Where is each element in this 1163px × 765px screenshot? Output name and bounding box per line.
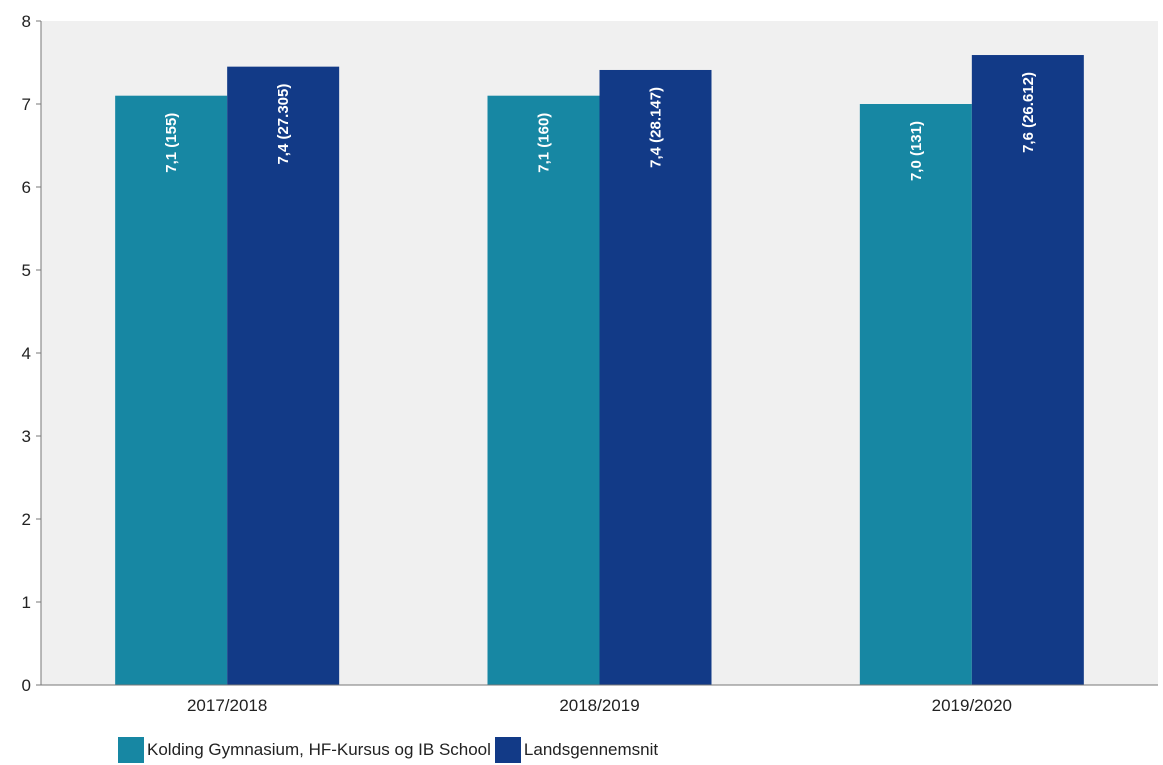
bar-national-0 — [227, 66, 340, 685]
x-tick-label: 2018/2019 — [559, 696, 639, 715]
x-tick-label: 2019/2020 — [932, 696, 1012, 715]
legend-swatch-national — [494, 737, 521, 763]
y-tick-label: 1 — [22, 593, 31, 612]
bar-data-label: 7,0 (131) — [908, 121, 925, 181]
y-tick-label: 2 — [22, 510, 31, 529]
bar-data-label: 7,6 (26.612) — [1020, 72, 1037, 153]
legend-item-school: Kolding Gymnasium, HF-Kursus og IB Schoo… — [118, 737, 491, 763]
legend-item-national: Landsgennemsnit — [494, 737, 659, 763]
x-tick-label: 2017/2018 — [187, 696, 267, 715]
y-tick-label: 6 — [22, 178, 31, 197]
bar-data-label: 7,1 (160) — [536, 113, 553, 173]
bar-data-label: 7,1 (155) — [163, 113, 180, 173]
bar-national-2 — [971, 55, 1084, 685]
bars: 7,1 (155) 7,4 (27.305) 7,1 (160) 7,4 (28.14… — [115, 55, 1084, 686]
legend: Kolding Gymnasium, HF-Kursus og IB Schoo… — [118, 737, 662, 763]
y-tick-label: 8 — [22, 12, 31, 31]
y-tick-label: 5 — [22, 261, 31, 280]
bar-data-label: 7,4 (28.147) — [648, 87, 665, 168]
legend-label-school: Kolding Gymnasium, HF-Kursus og IB Schoo… — [147, 740, 491, 759]
y-tick-label: 3 — [22, 427, 31, 446]
y-axis: 0 1 2 3 4 5 6 7 8 — [22, 12, 42, 695]
legend-label-national: Landsgennemsnit — [523, 740, 659, 759]
y-tick-label: 4 — [22, 344, 31, 363]
legend-swatch-school — [118, 737, 144, 763]
bar-chart: 0 1 2 3 4 5 6 7 8 7,1 (155) 7,4 (27.305) 7,1 (160)… — [22, 12, 1158, 715]
bar-national-1 — [599, 69, 712, 686]
y-tick-label: 0 — [22, 676, 31, 695]
x-axis: 2017/2018 2018/2019 2019/2020 — [41, 684, 1158, 715]
bar-school-1 — [487, 95, 600, 685]
y-tick-label: 7 — [22, 95, 31, 114]
bar-school-2 — [859, 104, 972, 685]
bar-school-0 — [115, 95, 228, 685]
bar-data-label: 7,4 (27.305) — [275, 84, 292, 165]
